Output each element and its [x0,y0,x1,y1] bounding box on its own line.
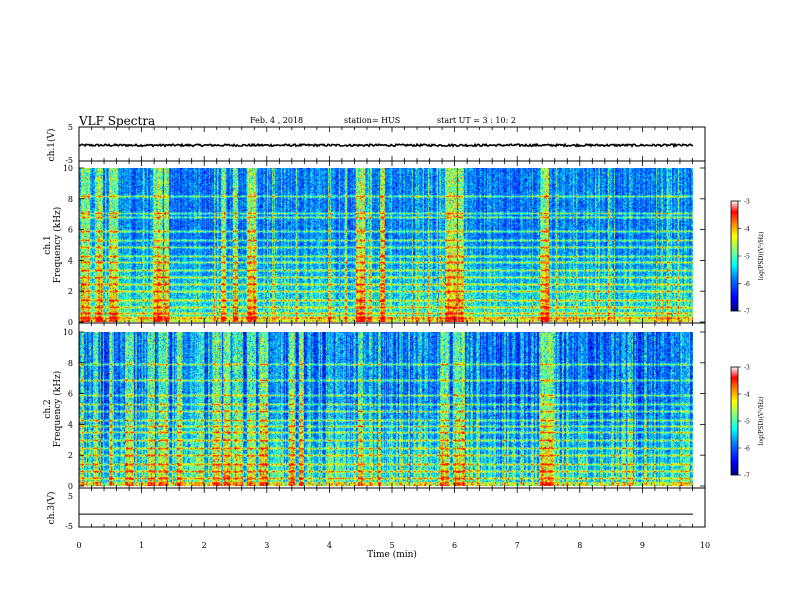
x-tick-label: 7 [515,541,520,550]
y-tick-label: 10 [63,328,73,337]
ch1-colorbar [730,200,739,312]
x-tick-label: 2 [202,541,207,550]
y-tick-label: 8 [68,359,73,368]
y-tick-label: 6 [68,390,73,399]
y-tick-label: 0 [68,318,73,327]
axis-ticks [78,127,741,527]
y-tick-label: 2 [68,451,73,460]
colorbar-tick-label: -4 [744,226,750,233]
y-tick-label: 4 [68,256,73,265]
colorbar-tick-label: -6 [744,281,750,288]
colorbar-tick-label: -7 [744,309,750,316]
y-tick-label: 5 [68,492,73,501]
x-axis-title: Time (min) [367,549,417,560]
x-tick-labels: 0 1 2 3 4 5 6 7 8 9 10 [76,541,710,550]
ch2-spectrogram-image [79,332,693,486]
ch2-colorbar-label: log(PSD)(V²/Hz) [758,397,765,446]
colorbar-tick-label: -5 [744,254,750,261]
ch1-spectrogram-panel [78,160,706,324]
colorbar-tick-label: -7 [744,473,750,480]
x-tick-label: 8 [577,541,582,550]
y-tick-label: 0 [68,482,73,491]
colorbar-tick-label: -3 [744,199,750,206]
colorbar-tick-label: -4 [744,392,750,399]
x-tick-label: 10 [700,541,710,550]
colorbar-tick-label: -5 [744,419,750,426]
x-tick-label: 1 [139,541,144,550]
ch1-waveform-ylabel: ch.1(V) [46,129,57,162]
y-tick-label: -5 [65,522,73,531]
colorbar-tick-label: -3 [744,365,750,372]
ch3-waveform-ylabel: ch.3(V) [46,492,57,525]
plot-title: VLF Spectra [79,114,156,128]
ch2-spectrogram-panel [78,322,706,489]
ch1-waveform-trace [78,142,694,149]
start-time-label: start UT = 3 : 10: 2 [437,116,516,125]
ch1-spectrogram-image [79,168,693,322]
x-tick-label: 0 [76,541,81,550]
y-tick-label: -5 [65,156,73,165]
y-tick-label: 4 [68,420,73,429]
ch2-spectrogram-ylabel: ch.2Frequency (kHz) [43,371,63,448]
x-tick-label: 3 [264,541,269,550]
ch1-colorbar-label: log(PSD)(V²/Hz) [758,232,765,281]
ch3-waveform-panel [78,487,706,528]
ch1-waveform-panel [78,126,706,162]
ch1-spectrogram-ylabel: ch.1Frequency (kHz) [43,207,63,284]
ch2-colorbar [730,366,739,476]
y-tick-label: 6 [68,226,73,235]
x-tick-label: 5 [389,541,394,550]
x-tick-label: 4 [327,541,332,550]
colorbar-tick-labels: -3 -4 -5 -6 -7 -3 -4 -5 -6 -7 [744,199,750,480]
colorbar-tick-label: -6 [744,446,750,453]
y-tick-label: 10 [63,164,73,173]
y-tick-label: 2 [68,287,73,296]
y-tick-label: 8 [68,195,73,204]
y-tick-label: 5 [68,123,73,132]
date-label: Feb. 4 , 2018 [250,116,304,125]
x-tick-label: 6 [452,541,457,550]
x-tick-label: 9 [640,541,645,550]
station-label: station= HUS [344,116,401,125]
